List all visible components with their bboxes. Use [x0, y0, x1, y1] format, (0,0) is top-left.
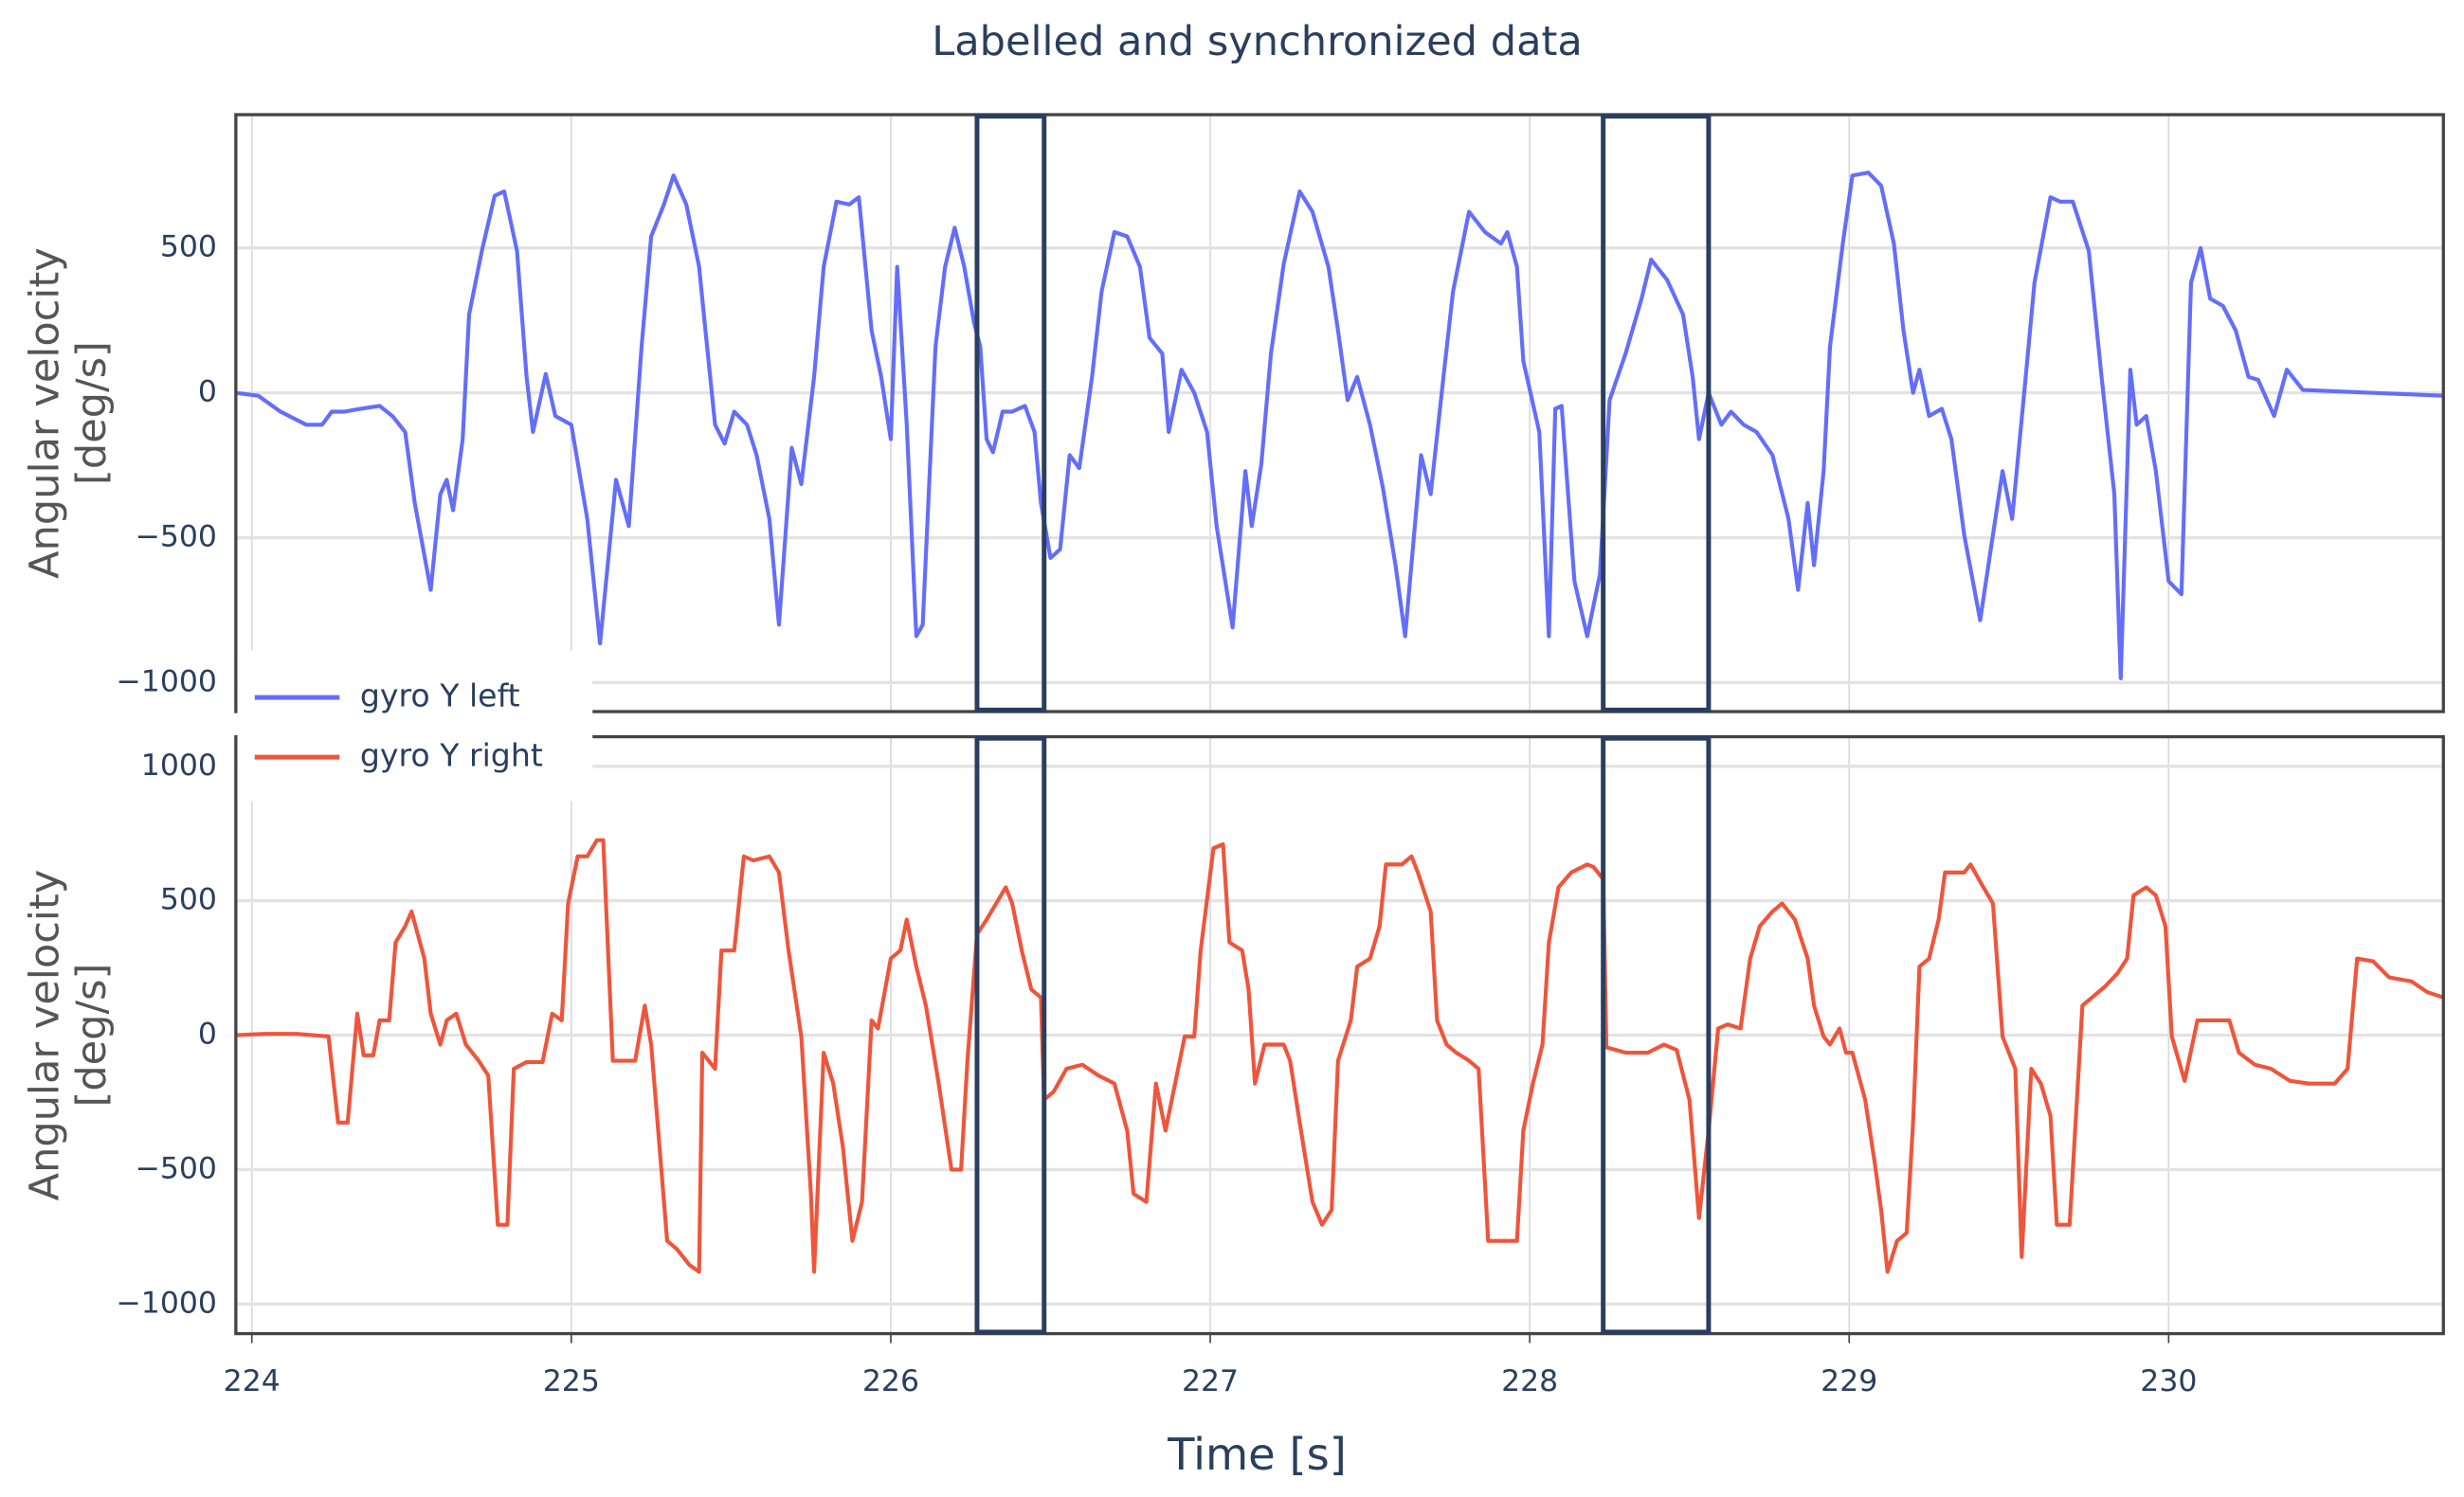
y-axis-label: [deg/s] [68, 341, 116, 485]
y-axis-label: Angular velocity [21, 247, 68, 579]
y-tick-label: 500 [160, 883, 217, 917]
highlight-box [1601, 114, 1712, 712]
y-axis-label: [deg/s] [68, 964, 116, 1108]
x-axis-label: Time [s] [1167, 1429, 1347, 1480]
legend-label: gyro Y right [360, 737, 543, 774]
y-axis-label: Angular velocity [21, 870, 68, 1201]
y-tick-label: −500 [135, 1151, 217, 1185]
legend: gyro Y left gyro Y right [237, 650, 593, 802]
x-tick-label: 224 [224, 1364, 281, 1398]
y-tick-label: 0 [198, 375, 217, 409]
plot-frame [234, 113, 2445, 713]
legend-box [237, 650, 593, 802]
x-tick-label: 225 [543, 1364, 600, 1398]
x-tick-label: 229 [1821, 1364, 1877, 1398]
highlight-box [1601, 735, 1712, 1335]
y-tick-label: 1000 [141, 748, 217, 783]
x-tick-label: 230 [2140, 1364, 2197, 1398]
y-tick-label: −1000 [116, 1286, 217, 1320]
series-line [235, 838, 2444, 1274]
legend-label: gyro Y left [360, 677, 520, 714]
highlight-box [974, 114, 1047, 712]
y-tick-label: 0 [198, 1018, 217, 1052]
x-tick-label: 226 [862, 1364, 919, 1398]
x-tick-label: 228 [1501, 1364, 1558, 1398]
y-tick-label: −500 [135, 520, 217, 554]
x-tick-label: 227 [1182, 1364, 1239, 1398]
y-tick-label: 500 [160, 230, 217, 264]
plot-frame [234, 734, 2445, 1336]
chart-title: Labelled and synchronized data [932, 18, 1583, 65]
highlight-box [974, 735, 1047, 1335]
y-tick-label: −1000 [116, 664, 217, 698]
series-line [235, 171, 2444, 680]
